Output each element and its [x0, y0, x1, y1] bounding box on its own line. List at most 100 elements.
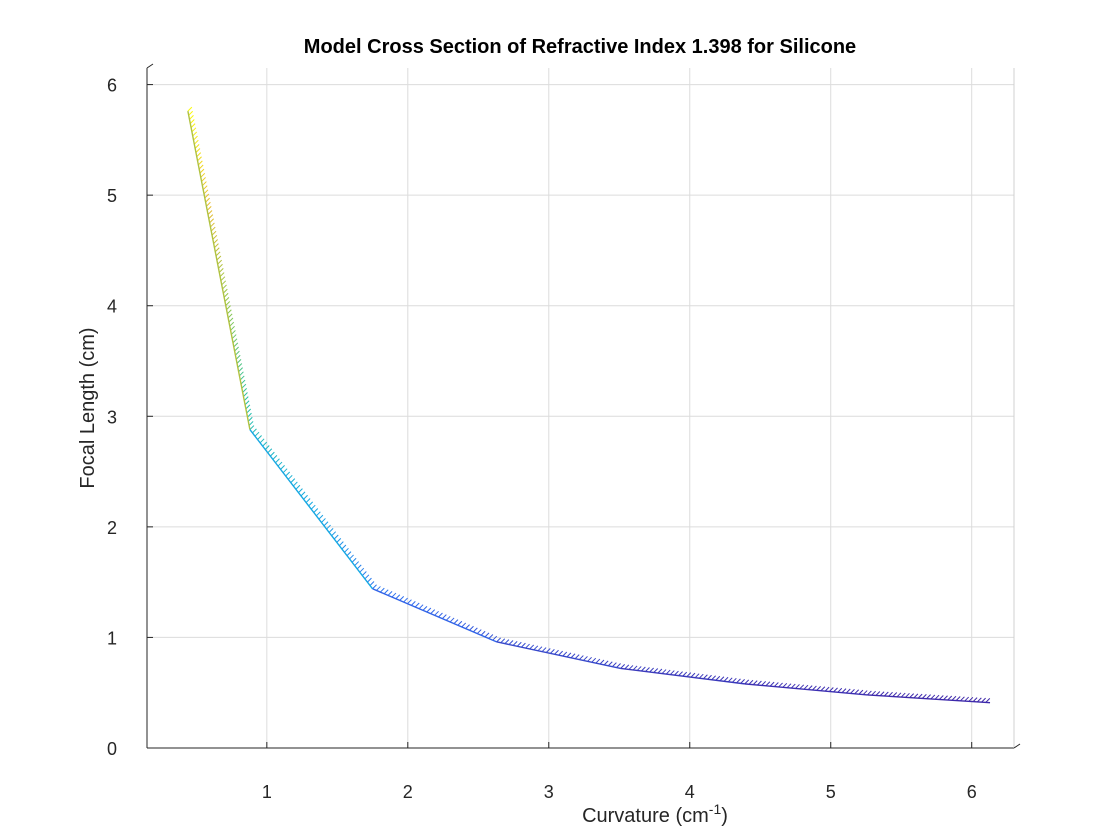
- hatch-mark: [562, 651, 568, 657]
- hatch-mark: [192, 131, 198, 137]
- hatch-mark: [395, 594, 401, 600]
- hatch-mark: [578, 655, 584, 660]
- hatch-mark: [224, 297, 230, 302]
- hatch-mark: [434, 610, 439, 616]
- hatch-mark: [938, 695, 944, 700]
- hatch-mark: [496, 637, 501, 643]
- hatch-mark: [275, 458, 280, 464]
- hatch-mark: [200, 172, 206, 178]
- hatch-mark: [628, 665, 634, 670]
- hatch-mark: [418, 604, 424, 610]
- hatch-mark: [336, 537, 342, 543]
- hatch-mark: [761, 681, 767, 686]
- hatch-mark: [217, 259, 223, 265]
- hatch-mark: [545, 648, 551, 653]
- hatch-mark: [707, 674, 712, 680]
- hatch-mark: [492, 635, 498, 641]
- hatch-mark: [591, 657, 597, 663]
- hatch-mark: [426, 607, 432, 613]
- grid-lines: [147, 68, 1014, 749]
- hatch-mark: [210, 226, 216, 232]
- hatch-mark: [824, 686, 830, 692]
- axes-box: [146, 63, 1021, 749]
- hatch-mark: [239, 375, 245, 381]
- hatch-mark: [896, 692, 902, 698]
- hatch-mark: [453, 619, 459, 624]
- hatch-mark: [198, 160, 203, 166]
- hatch-mark: [189, 119, 195, 124]
- hatch-mark: [194, 143, 200, 149]
- hatch-mark: [508, 640, 514, 645]
- hatch-mark: [359, 567, 365, 573]
- hatch-mark: [244, 400, 250, 406]
- hatch-mark: [871, 690, 876, 696]
- hatch-mark: [187, 106, 193, 112]
- hatch-mark: [981, 697, 986, 703]
- hatch-mark: [488, 634, 494, 639]
- hatch-mark: [554, 649, 559, 655]
- hatch-mark: [383, 589, 389, 595]
- data-hatch-marks: [187, 106, 991, 703]
- hatch-mark: [191, 127, 197, 133]
- hatch-mark: [678, 671, 683, 676]
- hatch-mark: [736, 678, 741, 684]
- hatch-mark: [303, 494, 308, 500]
- hatch-mark: [300, 491, 306, 497]
- hatch-mark: [500, 638, 506, 644]
- hatch-mark: [277, 461, 283, 467]
- chart-title: Model Cross Section of Refractive Index …: [304, 36, 856, 58]
- y-tick-label: 2: [107, 518, 117, 538]
- hatch-mark: [765, 681, 771, 687]
- hatch-mark: [558, 650, 564, 656]
- hatch-mark: [379, 587, 385, 593]
- hatch-mark: [711, 675, 717, 681]
- hatch-mark: [227, 313, 233, 319]
- hatch-mark: [195, 148, 201, 153]
- x-axis-label-main: Curvature (cm: [582, 805, 709, 827]
- hatch-mark: [909, 693, 915, 698]
- hatch-mark: [321, 518, 326, 523]
- hatch-mark: [917, 693, 923, 699]
- hatch-mark: [197, 156, 202, 162]
- hatch-mark: [892, 692, 898, 697]
- hatch-mark: [410, 601, 416, 606]
- hatch-mark: [430, 609, 436, 615]
- hatch-mark: [807, 685, 813, 690]
- hatch-mark: [740, 679, 745, 684]
- hatch-mark: [922, 694, 927, 699]
- hatch-mark: [816, 685, 821, 691]
- hatch-mark: [242, 387, 248, 393]
- hatch-mark: [686, 672, 692, 677]
- hatch-mark: [465, 624, 470, 629]
- hatch-mark: [719, 676, 725, 682]
- hatch-mark: [757, 680, 762, 686]
- hatch-mark: [218, 263, 223, 269]
- hatch-mark: [570, 653, 576, 659]
- hatch-mark: [473, 627, 478, 633]
- hatch-mark: [900, 692, 906, 698]
- x-tick-label: 1: [262, 782, 272, 802]
- y-tick-label: 0: [107, 739, 117, 759]
- hatch-mark: [476, 629, 482, 634]
- hatch-mark: [247, 416, 253, 422]
- hatch-mark: [292, 481, 298, 487]
- hatch-mark: [236, 359, 242, 364]
- hatch-mark: [201, 177, 206, 182]
- hatch-mark: [645, 667, 650, 672]
- hatch-mark: [723, 676, 729, 682]
- hatch-mark: [661, 669, 667, 674]
- hatch-mark: [238, 367, 243, 373]
- hatch-mark: [449, 617, 455, 623]
- hatch-mark: [248, 421, 254, 426]
- hatch-mark: [905, 692, 910, 698]
- hatch-mark: [445, 615, 451, 621]
- hatch-mark: [308, 501, 314, 507]
- hatch-mark: [331, 531, 337, 537]
- hatch-mark: [240, 379, 246, 385]
- hatch-mark: [744, 679, 750, 685]
- hatch-mark: [264, 445, 270, 450]
- hatch-mark: [934, 694, 940, 700]
- hatch-mark: [926, 694, 931, 700]
- data-series: [187, 110, 991, 704]
